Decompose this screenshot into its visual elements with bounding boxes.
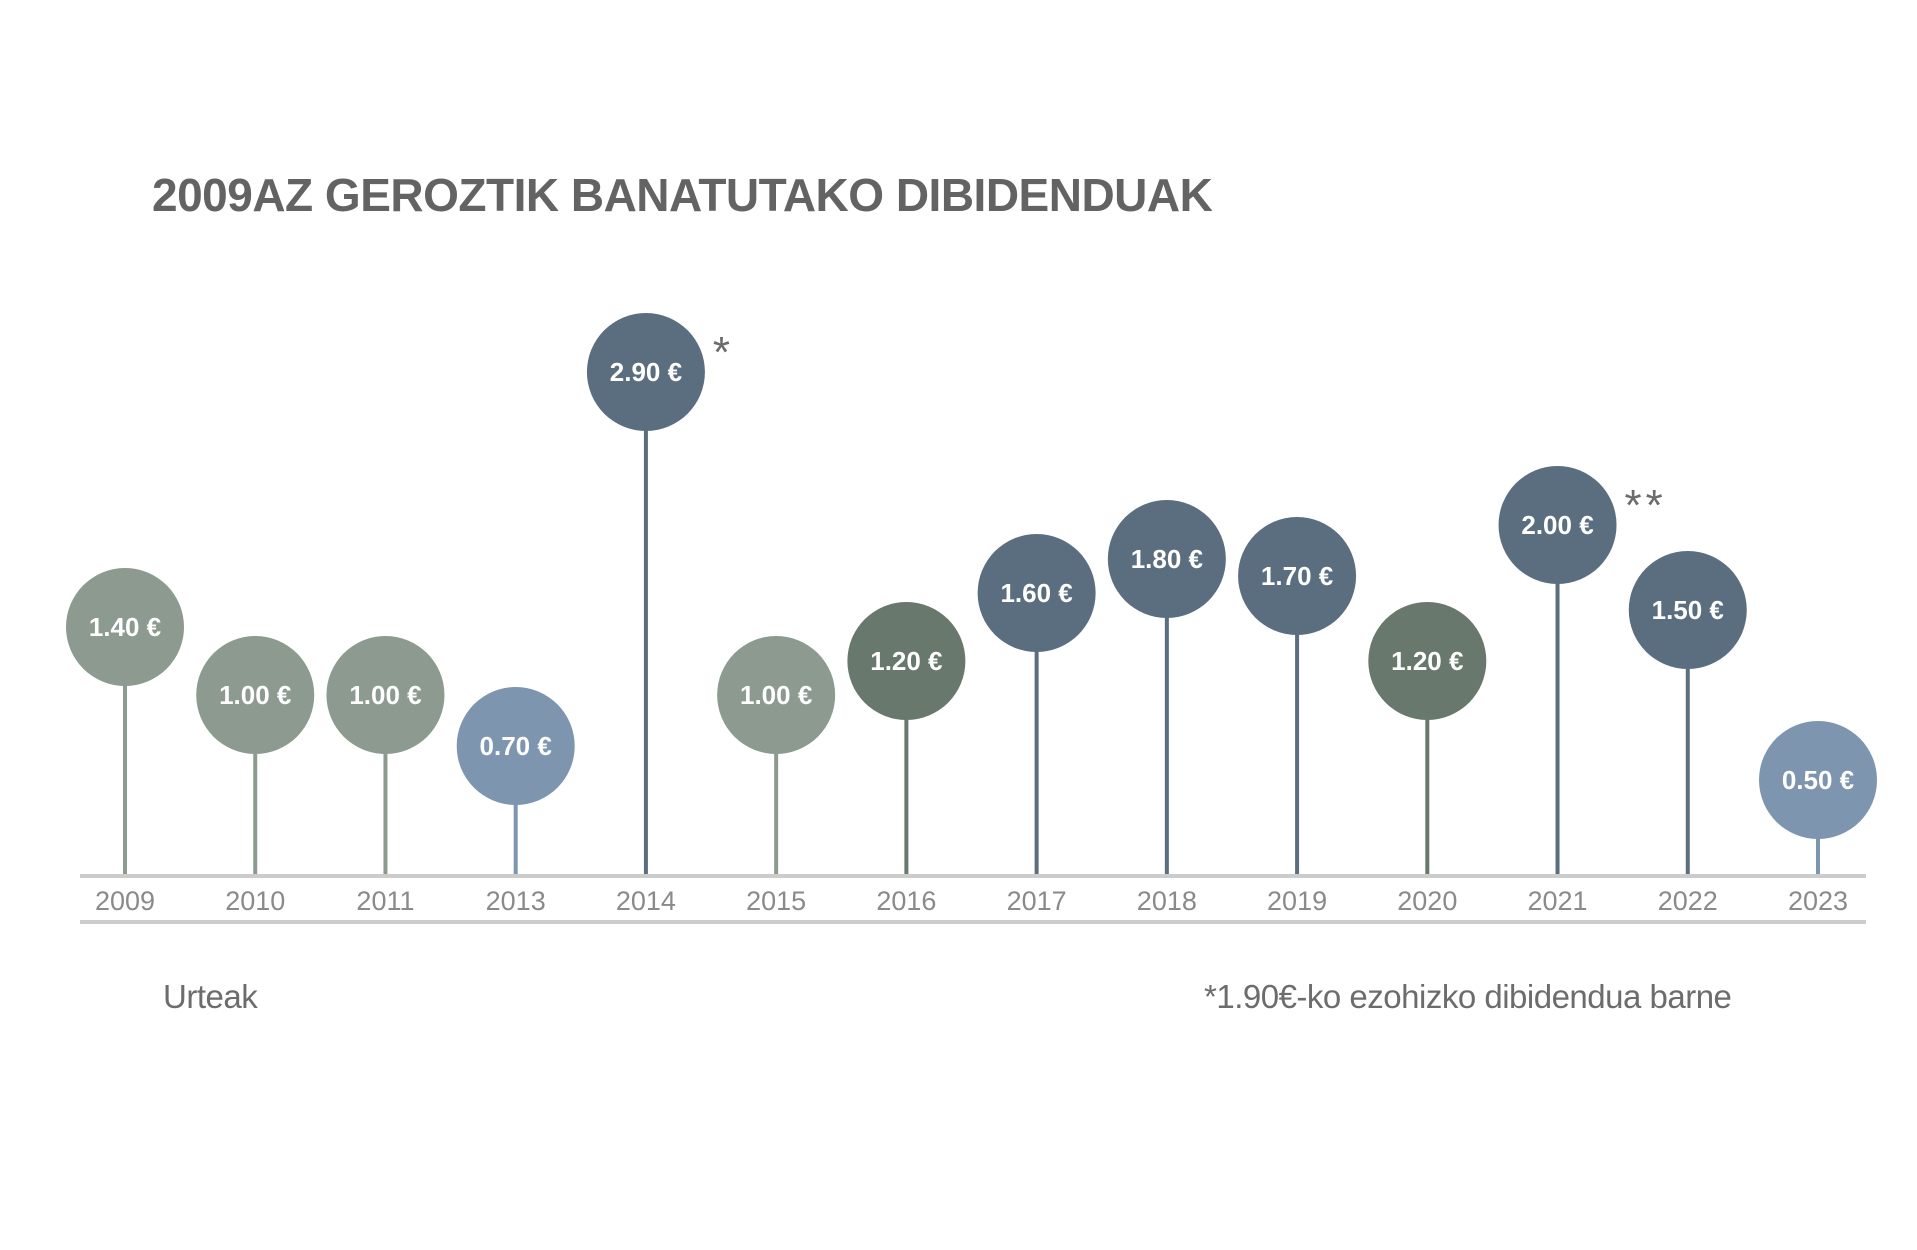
tick-label-2010: 2010 bbox=[225, 886, 285, 916]
x-axis-label: Urteak bbox=[163, 978, 258, 1015]
value-label-2022: 1.50 € bbox=[1652, 595, 1724, 625]
value-label-2016: 1.20 € bbox=[870, 646, 942, 676]
bubble-2016 bbox=[847, 602, 966, 720]
annotation-2021: ** bbox=[1625, 481, 1667, 530]
tick-label-2013: 2013 bbox=[486, 886, 546, 916]
tick-label-2020: 2020 bbox=[1397, 886, 1457, 916]
tick-label-2011: 2011 bbox=[356, 886, 414, 916]
value-label-2023: 0.50 € bbox=[1782, 765, 1854, 795]
tick-label-2022: 2022 bbox=[1658, 886, 1718, 916]
tick-label-2017: 2017 bbox=[1007, 886, 1067, 916]
bubble-2020 bbox=[1368, 602, 1487, 720]
value-label-2021: 2.00 € bbox=[1521, 510, 1593, 540]
value-label-2009: 1.40 € bbox=[89, 612, 161, 642]
bubble-2015 bbox=[717, 636, 836, 754]
value-label-2010: 1.00 € bbox=[219, 680, 291, 710]
bubble-2023 bbox=[1759, 721, 1877, 839]
value-label-2020: 1.20 € bbox=[1391, 646, 1463, 676]
value-label-2019: 1.70 € bbox=[1261, 561, 1333, 591]
bubble-2009 bbox=[66, 568, 184, 686]
tick-label-2016: 2016 bbox=[876, 886, 936, 916]
bubble-2010 bbox=[196, 636, 315, 754]
tick-label-2009: 2009 bbox=[95, 886, 155, 916]
tick-label-2023: 2023 bbox=[1788, 886, 1848, 916]
bubble-2014 bbox=[586, 313, 705, 431]
bubble-2013 bbox=[456, 687, 575, 805]
bubble-2021 bbox=[1498, 466, 1617, 584]
value-label-2017: 1.60 € bbox=[1000, 578, 1072, 608]
bubble-2019 bbox=[1238, 517, 1357, 635]
footnote: *1.90€-ko ezohizko dibidendua barne bbox=[1204, 978, 1732, 1015]
bubble-2022 bbox=[1628, 551, 1747, 669]
value-label-2018: 1.80 € bbox=[1131, 544, 1203, 574]
tick-label-2015: 2015 bbox=[746, 886, 806, 916]
value-label-2013: 0.70 € bbox=[480, 731, 552, 761]
tick-label-2019: 2019 bbox=[1267, 886, 1327, 916]
chart-title: 2009AZ GEROZTIK BANATUTAKO DIBIDENDUAK bbox=[152, 169, 1213, 221]
tick-label-2021: 2021 bbox=[1527, 886, 1587, 916]
tick-label-2018: 2018 bbox=[1137, 886, 1197, 916]
tick-label-2014: 2014 bbox=[616, 886, 676, 916]
bubble-2018 bbox=[1107, 500, 1226, 618]
bubble-2017 bbox=[977, 534, 1096, 652]
value-label-2011: 1.00 € bbox=[349, 680, 421, 710]
annotation-2014: * bbox=[713, 328, 734, 377]
value-label-2015: 1.00 € bbox=[740, 680, 812, 710]
bubble-2011 bbox=[326, 636, 445, 754]
value-label-2014: 2.90 € bbox=[610, 357, 682, 387]
